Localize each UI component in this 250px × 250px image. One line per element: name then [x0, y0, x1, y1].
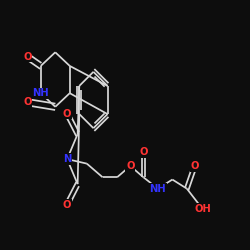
- Text: OH: OH: [194, 204, 211, 214]
- Text: O: O: [24, 97, 32, 107]
- Text: O: O: [63, 109, 71, 119]
- Text: NH: NH: [32, 88, 49, 98]
- Text: N: N: [63, 154, 71, 164]
- Text: O: O: [126, 161, 134, 171]
- Text: O: O: [139, 147, 148, 157]
- Text: O: O: [190, 161, 199, 171]
- Text: NH: NH: [150, 184, 166, 194]
- Text: O: O: [24, 52, 32, 62]
- Text: O: O: [63, 200, 71, 209]
